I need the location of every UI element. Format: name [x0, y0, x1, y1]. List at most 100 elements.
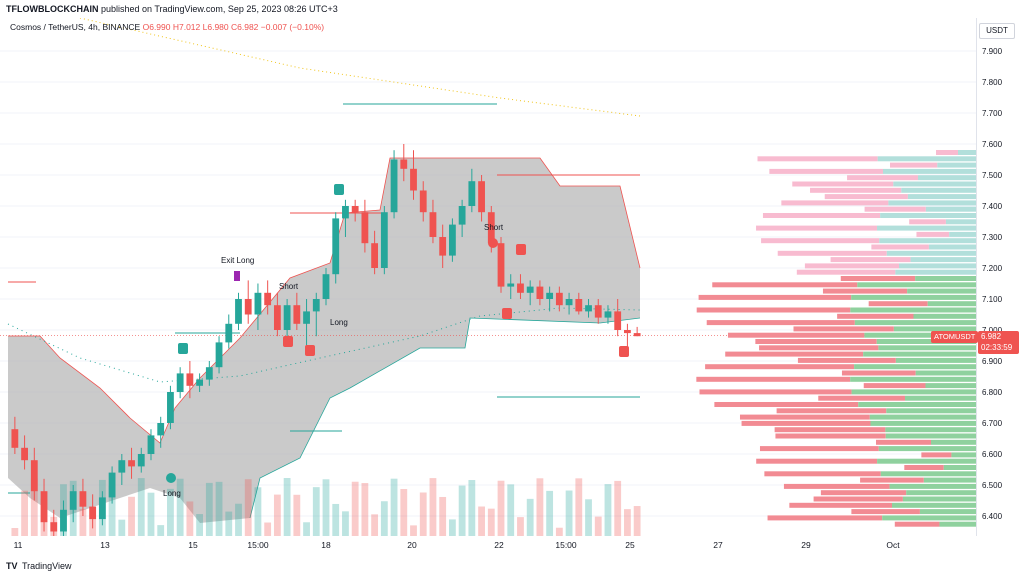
candle-body	[633, 333, 641, 337]
volume-bar	[555, 527, 563, 536]
footer-brand[interactable]: TradingView	[22, 561, 72, 571]
candle-body	[11, 429, 19, 448]
sell-signal-icon	[305, 345, 315, 356]
volume-profile-bar-buy	[925, 206, 976, 212]
volume-profile-bar-buy	[915, 276, 976, 281]
chart-area[interactable]	[0, 17, 976, 541]
ohlc-values: O6.990 H7.012 L6.980 C6.982 −0.007 (−0.1…	[142, 22, 325, 32]
volume-bar	[186, 501, 194, 536]
volume-bar	[215, 481, 223, 536]
author-name[interactable]: TFLOWBLOCKCHAIN	[6, 4, 99, 14]
volume-profile-bar-sell	[894, 521, 940, 527]
volume-bar	[147, 492, 155, 536]
volume-profile-bar-buy	[937, 162, 976, 168]
price-tick-label: 7.500	[982, 171, 1003, 180]
candle-body	[244, 299, 252, 315]
price-tick-label: 6.400	[982, 512, 1003, 521]
candle-body	[468, 181, 476, 206]
volume-profile-bar-sell	[916, 231, 950, 237]
volume-profile-bar-sell	[797, 357, 896, 363]
volume-profile-bar-sell	[764, 471, 881, 477]
volume-profile-bar-buy	[958, 150, 976, 155]
volume-profile-bar-buy	[889, 483, 976, 489]
volume-profile-bar-buy	[925, 383, 976, 389]
volume-bar	[225, 511, 233, 536]
volume-profile-bar-sell	[727, 332, 865, 338]
sell-signal-icon	[502, 308, 512, 319]
price-tick-label: 7.100	[982, 295, 1003, 304]
volume-bar	[400, 489, 408, 536]
candle-body	[293, 305, 301, 324]
volume-bar	[565, 490, 573, 536]
volume-profile-bar-sell	[804, 263, 900, 269]
candle-body	[517, 283, 524, 293]
candle-body	[225, 323, 233, 343]
symbol-info: Cosmos / TetherUS, 4h, BINANCE O6.990 H7…	[10, 22, 324, 32]
candle-body	[361, 212, 369, 244]
time-tick-label: 29	[801, 540, 811, 550]
volume-profile-bar-buy	[851, 294, 976, 300]
volume-profile-bar-sell	[841, 370, 916, 376]
volume-profile-bar-sell	[921, 452, 952, 458]
candle-body	[108, 472, 116, 498]
volume-profile-bar-buy	[851, 389, 976, 395]
volume-profile-bar-buy	[902, 496, 976, 502]
footer: TV TradingView	[0, 556, 1024, 576]
volume-profile-bar-buy	[943, 465, 976, 470]
candle-body	[624, 330, 631, 334]
volume-bar	[536, 478, 544, 536]
volume-bar	[614, 480, 622, 536]
volume-profile-bar-buy	[895, 357, 976, 363]
candle-body	[351, 206, 359, 213]
volume-profile-bar-sell	[793, 326, 894, 332]
volume-profile-bar-buy	[877, 458, 976, 464]
candle-body	[254, 292, 262, 315]
time-tick-label: 15	[188, 540, 198, 550]
volume-profile-bar-sell	[820, 490, 907, 496]
volume-bar	[293, 494, 301, 536]
yellow-ma-line	[79, 17, 641, 117]
buy-signal-icon	[178, 343, 188, 354]
buy-signal-icon	[334, 184, 344, 195]
signal-band	[8, 158, 640, 523]
long-label-1: Long	[330, 318, 348, 327]
price-tick-label: 6.900	[982, 357, 1003, 366]
candle-body	[167, 392, 174, 423]
band-lower-edge	[249, 317, 641, 519]
candle-body	[585, 305, 592, 312]
candle-body	[555, 292, 563, 306]
volume-profile-bar-sell	[781, 200, 889, 206]
volume-profile-bar-buy	[928, 244, 976, 250]
price-tick-label: 7.200	[982, 264, 1003, 273]
currency-badge[interactable]: USDT	[979, 23, 1015, 39]
volume-profile-bar-buy	[907, 194, 976, 200]
candle-body	[128, 460, 135, 467]
volume-profile-bar-sell	[774, 427, 886, 433]
price-tick-label: 7.900	[982, 47, 1003, 56]
tradingview-logo-icon[interactable]: TV	[6, 561, 18, 571]
volume-profile-bar-buy	[917, 175, 976, 181]
candle-body	[176, 373, 184, 392]
volume-profile-bar-buy	[895, 269, 976, 275]
volume-profile-bar-sell	[783, 483, 890, 489]
price-tick-label: 7.400	[982, 202, 1003, 211]
volume-profile-bar-sell	[767, 515, 883, 521]
volume-bar	[273, 494, 281, 536]
candle-body	[30, 460, 38, 492]
volume-bar	[439, 496, 447, 536]
candle-body	[137, 454, 145, 467]
price-axis[interactable]	[976, 18, 1024, 536]
price-chart[interactable]	[0, 17, 976, 541]
volume-profile-bar-buy	[931, 439, 976, 445]
volume-profile-bar-sell	[863, 383, 926, 389]
candle-body	[565, 299, 573, 306]
volume-profile-bar-sell	[840, 276, 916, 281]
candle-body	[448, 224, 456, 256]
time-tick-label: 15:00	[247, 540, 269, 550]
candle-body	[536, 286, 544, 299]
volume-profile-bar-sell	[755, 339, 877, 344]
volume-profile-bar-sell	[759, 446, 879, 452]
candle-body	[283, 305, 291, 330]
price-tick-label: 6.500	[982, 481, 1003, 490]
volume-profile-bar-buy	[850, 376, 976, 382]
